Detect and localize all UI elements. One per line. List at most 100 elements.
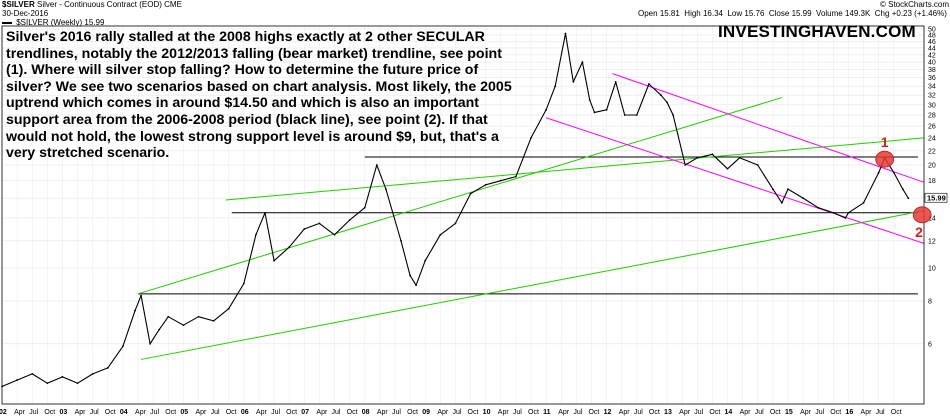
price-point [288, 246, 291, 249]
y-tick-label: 40 [928, 60, 936, 67]
x-tick-label: 09 [422, 409, 430, 416]
price-point [515, 175, 517, 178]
x-tick-label: Oct [830, 409, 841, 416]
y-tick-label: 42 [928, 52, 936, 59]
x-tick-label: Oct [105, 409, 116, 416]
price-point [802, 197, 804, 200]
price-point [499, 179, 502, 182]
price-point [76, 382, 79, 385]
y-tick-label: 50 [928, 26, 936, 33]
price-point [31, 372, 34, 375]
price-point [781, 201, 783, 204]
x-tick-label: Apr [740, 409, 752, 416]
y-tick-label: 26 [928, 124, 936, 131]
x-tick-label: Jul [513, 409, 522, 416]
x-tick-label: 16 [845, 409, 853, 416]
price-point [738, 156, 741, 159]
x-tick-label: Apr [377, 409, 389, 416]
x-tick-label: Apr [861, 409, 873, 416]
x-tick-label: Jul [876, 409, 885, 416]
price-point [572, 81, 575, 83]
last-price-label: 15.99 [927, 194, 946, 203]
y-tick-label: 20 [928, 163, 936, 170]
price-point [106, 367, 109, 369]
symbol: $SILVER [2, 0, 35, 9]
x-tick-label: Apr [75, 409, 87, 416]
point-label-2: 2 [915, 224, 923, 240]
x-tick-label: Jul [755, 409, 764, 416]
y-tick-label: 22 [928, 148, 936, 155]
x-tick-label: Jul [392, 409, 401, 416]
x-tick-label: Oct [226, 409, 237, 416]
y-tick-label: 38 [928, 67, 936, 74]
chart-date: 30-Dec-2016 [2, 9, 49, 18]
price-point [424, 259, 427, 262]
price-point [415, 284, 418, 287]
price-point [454, 222, 457, 225]
price-point [564, 32, 567, 35]
y-tick-label: 12 [928, 238, 936, 245]
price-point [255, 233, 257, 236]
x-tick-label: 10 [483, 409, 491, 416]
last-price-box [924, 192, 948, 203]
x-tick-label: Oct [891, 409, 902, 416]
price-point [545, 108, 548, 111]
price-point [593, 111, 596, 114]
price-point [660, 94, 662, 97]
price-point [844, 217, 847, 219]
x-tick-label: 04 [120, 409, 128, 416]
price-point [605, 108, 608, 111]
price-point [158, 328, 161, 331]
price-point [409, 274, 411, 277]
price-point [140, 294, 142, 297]
price-point [696, 156, 699, 159]
price-point [134, 309, 136, 312]
y-tick-label: 32 [928, 93, 936, 100]
trendline-downtrend [612, 73, 925, 183]
price-point [847, 211, 850, 214]
x-tick-label: Jul [150, 409, 159, 416]
x-tick-label: 08 [362, 409, 370, 416]
x-tick-label: Oct [528, 409, 539, 416]
x-tick-label: Jul [815, 409, 824, 416]
x-tick-label: Oct [468, 409, 479, 416]
price-point [242, 282, 245, 285]
price-point [318, 222, 321, 225]
price-point [588, 99, 591, 101]
price-point [623, 114, 626, 116]
point-marker-1 [875, 150, 895, 168]
price-point [832, 211, 835, 214]
x-tick-label: Apr [619, 409, 631, 416]
y-tick-label: 28 [928, 113, 936, 120]
x-tick-label: 02 [0, 409, 7, 416]
y-tick-label: 18 [928, 178, 936, 185]
x-tick-label: 05 [180, 409, 188, 416]
chart-legend: $SILVER (Weekly) 15.99 [2, 18, 104, 27]
price-point [672, 114, 674, 116]
price-point [303, 228, 306, 230]
price-point [264, 211, 266, 214]
brand-logo-text: INVESTINGHAVEN.COM [718, 22, 916, 41]
analysis-annotation: Silver's 2016 rally stalled at the 2008 … [6, 29, 512, 162]
x-tick-label: 12 [604, 409, 612, 416]
y-tick-label: 14 [928, 215, 936, 222]
price-point [197, 315, 200, 318]
x-tick-label: Oct [709, 409, 720, 416]
y-tick-label: 30 [928, 102, 936, 109]
trendline-uptrend [137, 97, 783, 295]
credit: © StockCharts.com [880, 0, 950, 9]
price-point [666, 101, 668, 104]
price-point [227, 307, 230, 310]
price-point [149, 342, 152, 345]
x-tick-label: Apr [316, 409, 328, 416]
legend-swatch [2, 21, 12, 24]
price-point [46, 382, 49, 385]
x-tick-label: 07 [301, 409, 309, 416]
x-tick-label: 11 [543, 409, 551, 416]
trendline-downtrend [545, 117, 925, 244]
y-tick-label: 24 [928, 135, 936, 142]
price-point [862, 201, 865, 204]
x-tick-label: 06 [241, 409, 249, 416]
x-tick-label: Jul [634, 409, 643, 416]
